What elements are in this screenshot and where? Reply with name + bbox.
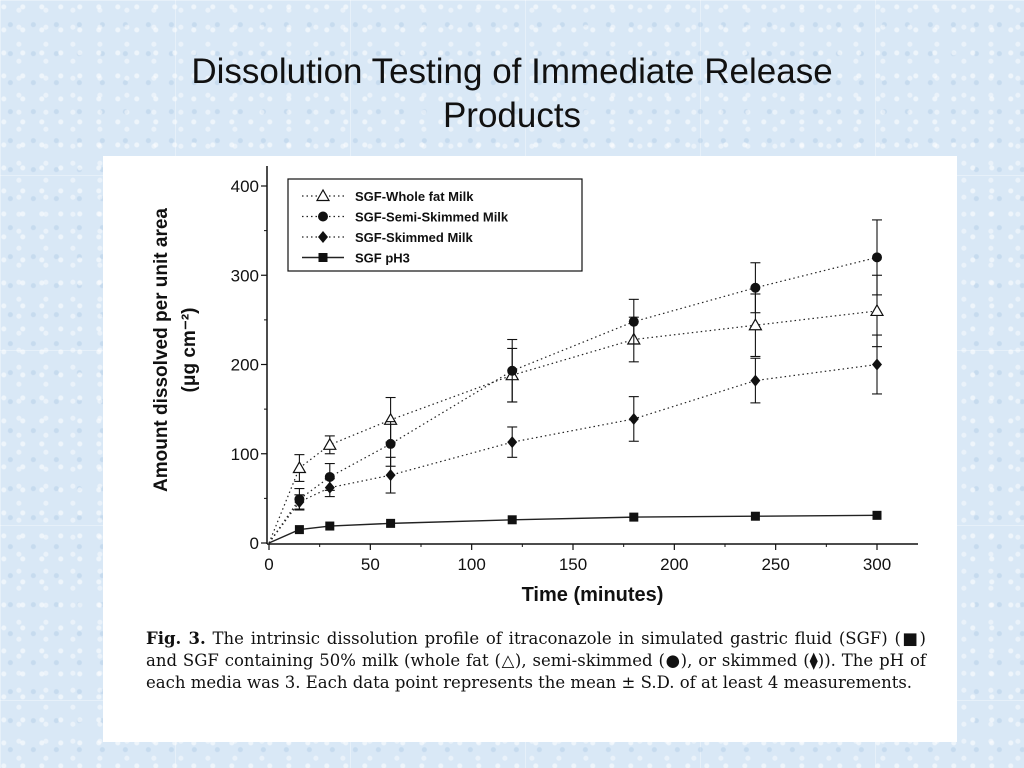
- data-point-diamond: [750, 374, 761, 387]
- x-tick-label: 250: [761, 555, 789, 574]
- dissolution-chart: 0 50 100 150 200 250 300 0 100 200 300 400 Time (min…: [151, 166, 918, 606]
- series-3: [268, 334, 882, 544]
- series-line: [268, 514, 878, 544]
- legend-label: SGF-Skimmed Milk: [355, 230, 474, 245]
- data-point-square: [294, 525, 304, 535]
- y-axis-label-line-2: (μg cm⁻²): [179, 308, 200, 393]
- y-tick-label: 0: [250, 534, 259, 553]
- series-1: [268, 274, 885, 544]
- legend-label: SGF pH3: [355, 251, 410, 266]
- legend: SGF-Whole fat Milk SGF-Semi-Skimmed Milk S…: [287, 178, 583, 272]
- y-axis-label-line-1: Amount dissolved per unit area: [151, 208, 172, 492]
- data-point-circle: [872, 252, 882, 263]
- data-point-square: [750, 511, 760, 521]
- data-point-triangle: [322, 437, 337, 450]
- axes: 0 50 100 150 200 250 300 0 100 200 300 400 Time (min…: [151, 166, 918, 606]
- data-point-triangle: [748, 318, 763, 331]
- series-4: [268, 510, 882, 544]
- x-tick-label: 50: [361, 555, 380, 574]
- x-tick-label: 300: [863, 555, 891, 574]
- data-point-triangle: [315, 188, 331, 202]
- data-point-diamond: [872, 358, 882, 371]
- data-point-square: [872, 510, 882, 520]
- figure-panel: 0 50 100 150 200 250 300 0 100 200 300 400 Time (min…: [103, 156, 957, 742]
- series-layer: [268, 219, 885, 544]
- data-point-triangle: [869, 303, 885, 317]
- data-point-circle: [507, 365, 518, 376]
- data-point-circle: [750, 282, 761, 293]
- legend-label: SGF-Whole fat Milk: [355, 189, 474, 204]
- data-point-diamond: [294, 495, 305, 508]
- y-tick-label: 300: [231, 266, 259, 285]
- x-tick-label: 150: [559, 555, 587, 574]
- slide-title-line-1: Dissolution Testing of Immediate Release: [191, 52, 833, 91]
- y-tick-label: 400: [231, 177, 259, 196]
- data-point-square: [318, 253, 328, 262]
- data-point-diamond: [324, 481, 335, 494]
- data-point-circle: [318, 211, 328, 222]
- series-line: [268, 310, 878, 544]
- legend-label: SGF-Semi-Skimmed Milk: [355, 210, 509, 225]
- caption-text: The intrinsic dissolution profile of itr…: [146, 629, 926, 692]
- figure-caption: Fig. 3. The intrinsic dissolution profil…: [146, 628, 926, 694]
- data-point-diamond: [318, 231, 328, 243]
- data-point-square: [507, 515, 517, 525]
- legend-box: [287, 178, 583, 272]
- data-point-square: [629, 512, 639, 522]
- data-point-diamond: [385, 469, 396, 482]
- caption-label: Fig. 3.: [146, 629, 206, 648]
- y-tick-label: 200: [231, 356, 259, 375]
- y-tick-label: 100: [231, 445, 259, 464]
- data-point-square: [325, 521, 335, 531]
- data-point-diamond: [628, 412, 639, 425]
- x-axis-label: Time (minutes): [522, 584, 664, 606]
- slide-title-line-2: Products: [442, 96, 582, 135]
- series-line: [268, 256, 878, 544]
- slide-title: Dissolution Testing of Immediate Release…: [0, 50, 1024, 138]
- data-point-circle: [385, 438, 396, 449]
- data-point-square: [386, 518, 396, 528]
- data-point-diamond: [507, 436, 518, 449]
- data-point-circle: [324, 471, 335, 482]
- x-tick-label: 0: [264, 555, 273, 574]
- data-point-triangle: [292, 460, 307, 474]
- x-tick-label: 100: [457, 555, 485, 574]
- x-tick-label: 200: [660, 555, 688, 574]
- data-point-circle: [628, 316, 639, 327]
